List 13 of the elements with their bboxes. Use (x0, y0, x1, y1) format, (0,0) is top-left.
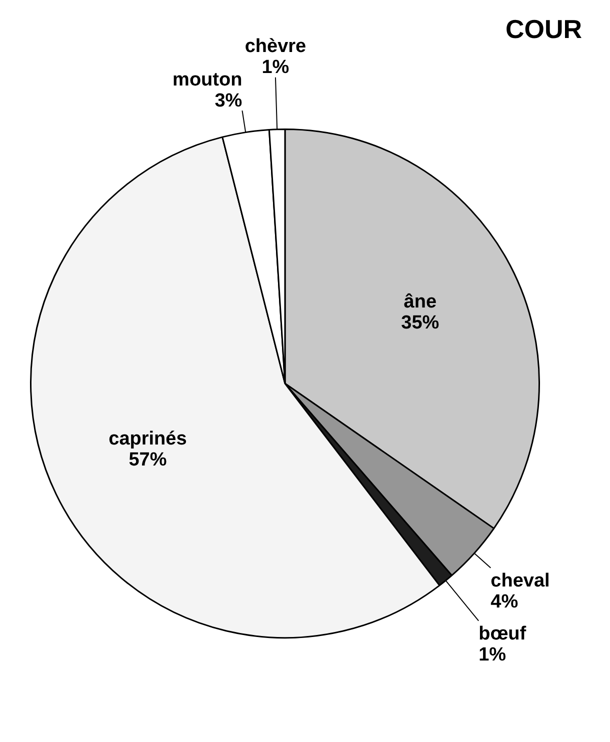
slice-label: âne (404, 292, 437, 313)
slice-label: bœuf (478, 624, 527, 645)
slice-label: chèvre (244, 36, 306, 58)
data-label: 3% (214, 90, 242, 112)
slice-label: mouton (172, 69, 242, 90)
data-label: 57% (128, 450, 167, 471)
data-label: 35% (401, 312, 440, 334)
data-label: 1% (262, 57, 290, 78)
data-label: 4% (490, 592, 518, 613)
slice-label: caprinés (108, 428, 187, 450)
chart-title: COUR (505, 14, 582, 45)
slice-label: cheval (490, 570, 550, 592)
data-label: 1% (478, 644, 506, 666)
